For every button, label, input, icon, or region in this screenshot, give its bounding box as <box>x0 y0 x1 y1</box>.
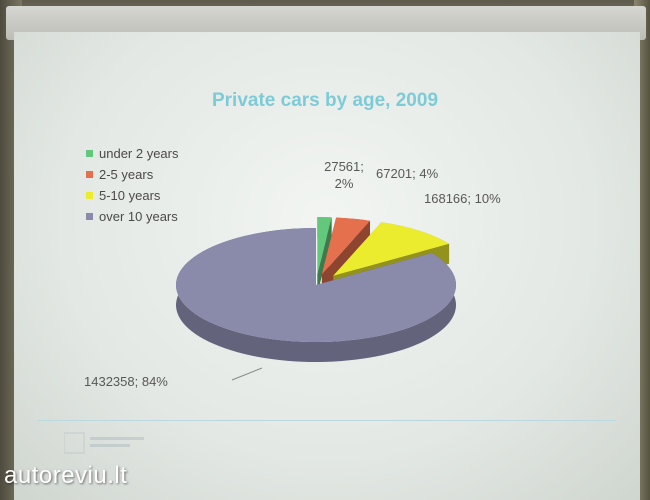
legend-label-5-10-years: 5-10 years <box>99 188 161 203</box>
watermark-text: autoreviu.lt <box>4 462 128 489</box>
legend-item-over-10-years: over 10 years <box>86 206 179 227</box>
chart-legend: under 2 years 2-5 years 5-10 years over … <box>86 143 179 227</box>
legend-label-over-10-years: over 10 years <box>99 209 178 224</box>
pie-slice-5-10-years <box>333 222 450 276</box>
data-label-under-2-years: 27561; 2% <box>318 158 370 192</box>
data-label-over-10-years: 1432358; 84% <box>84 374 168 389</box>
legend-item-2-5-years: 2-5 years <box>86 164 179 185</box>
pie-slice-under-2-years <box>317 217 332 275</box>
faint-logo-icon <box>64 432 144 454</box>
legend-swatch-5-10-years <box>86 192 93 199</box>
legend-swatch-over-10-years <box>86 213 93 220</box>
legend-label-under-2-years: under 2 years <box>99 146 179 161</box>
legend-item-5-10-years: 5-10 years <box>86 185 179 206</box>
pie-slice-over-10-years <box>175 228 456 343</box>
pie-slice-wall-under-2-years <box>317 217 332 295</box>
slide-footer-line <box>38 420 616 421</box>
data-label-2-5-years: 67201; 4% <box>376 166 439 181</box>
data-label-under-2-years-percent: 2% <box>334 176 354 191</box>
legend-swatch-2-5-years <box>86 171 93 178</box>
legend-item-under-2-years: under 2 years <box>86 143 179 164</box>
leader-line-over-10 <box>231 367 263 381</box>
leader-lines <box>231 367 263 381</box>
chart-title: Private cars by age, 2009 <box>211 90 439 111</box>
legend-swatch-under-2-years <box>86 150 93 157</box>
data-label-under-2-years-value: 27561; <box>324 159 364 174</box>
data-label-5-10-years: 168166; 10% <box>424 191 501 206</box>
pie-slices <box>175 217 456 363</box>
legend-label-2-5-years: 2-5 years <box>99 167 154 182</box>
pie-slice-2-5-years <box>321 217 371 275</box>
